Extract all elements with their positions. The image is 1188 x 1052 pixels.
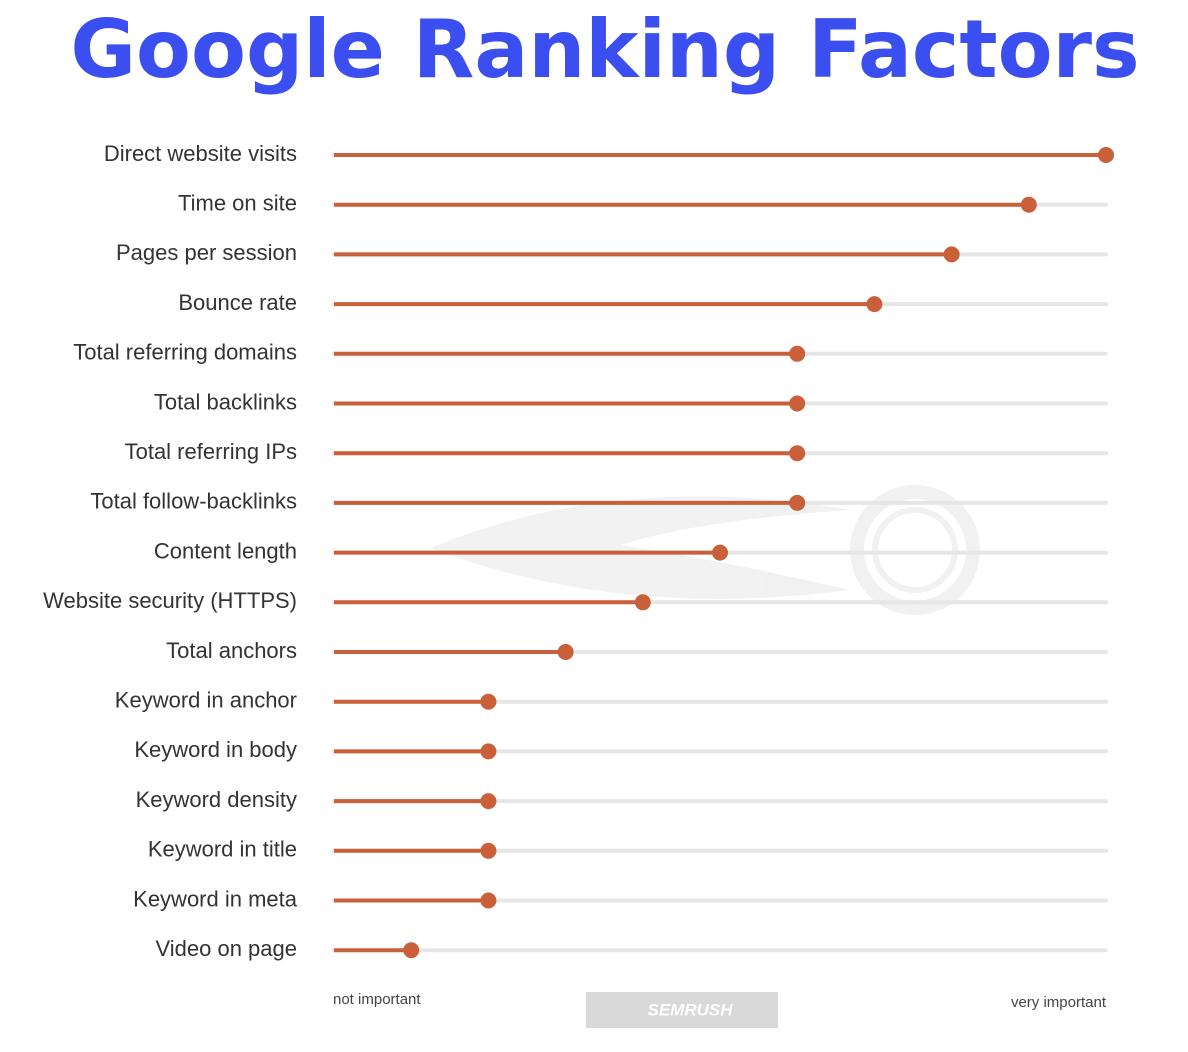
category-label: Total anchors — [166, 638, 297, 663]
dot — [403, 942, 420, 959]
dot — [1098, 147, 1114, 163]
category-label: Keyword density — [136, 787, 297, 812]
category-label: Keyword in title — [148, 837, 297, 862]
category-label: Total follow-backlinks — [90, 489, 297, 514]
dot — [712, 544, 728, 561]
category-label: Time on site — [178, 191, 297, 216]
dot — [480, 842, 497, 859]
category-label: Direct website visits — [104, 141, 297, 166]
category-label: Total backlinks — [154, 389, 297, 414]
background-logo — [430, 485, 980, 615]
dot — [480, 892, 497, 909]
dot — [789, 395, 806, 412]
category-label: Pages per session — [116, 240, 297, 265]
logo-ring — [850, 485, 980, 615]
dot — [789, 445, 806, 462]
dot — [480, 743, 497, 760]
watermark: SEMRUSH — [647, 1000, 733, 1019]
dot — [557, 644, 574, 660]
category-label: Total referring IPs — [125, 439, 297, 464]
category-label: Keyword in body — [134, 737, 297, 762]
chart-title: Google Ranking Factors — [70, 3, 1139, 96]
dot — [789, 494, 806, 511]
watermark-box — [586, 992, 778, 1028]
dot — [1020, 196, 1037, 213]
category-label: Keyword in anchor — [115, 688, 297, 713]
dot — [866, 296, 883, 313]
category-label: Bounce rate — [178, 290, 297, 315]
dot — [480, 693, 497, 710]
category-label: Content length — [154, 538, 297, 563]
dot — [480, 793, 497, 810]
category-label: Video on page — [155, 936, 297, 961]
dot — [634, 594, 651, 611]
axis-min-label: not important — [333, 991, 421, 1008]
category-label: Keyword in meta — [133, 886, 298, 911]
category-label: Total referring domains — [73, 340, 297, 365]
axis-max-label: very important — [1011, 994, 1107, 1011]
dot — [789, 345, 806, 362]
logo-ring — [872, 507, 958, 593]
dot — [943, 246, 960, 263]
category-label: Website security (HTTPS) — [43, 588, 297, 613]
logo-flame — [430, 496, 850, 599]
